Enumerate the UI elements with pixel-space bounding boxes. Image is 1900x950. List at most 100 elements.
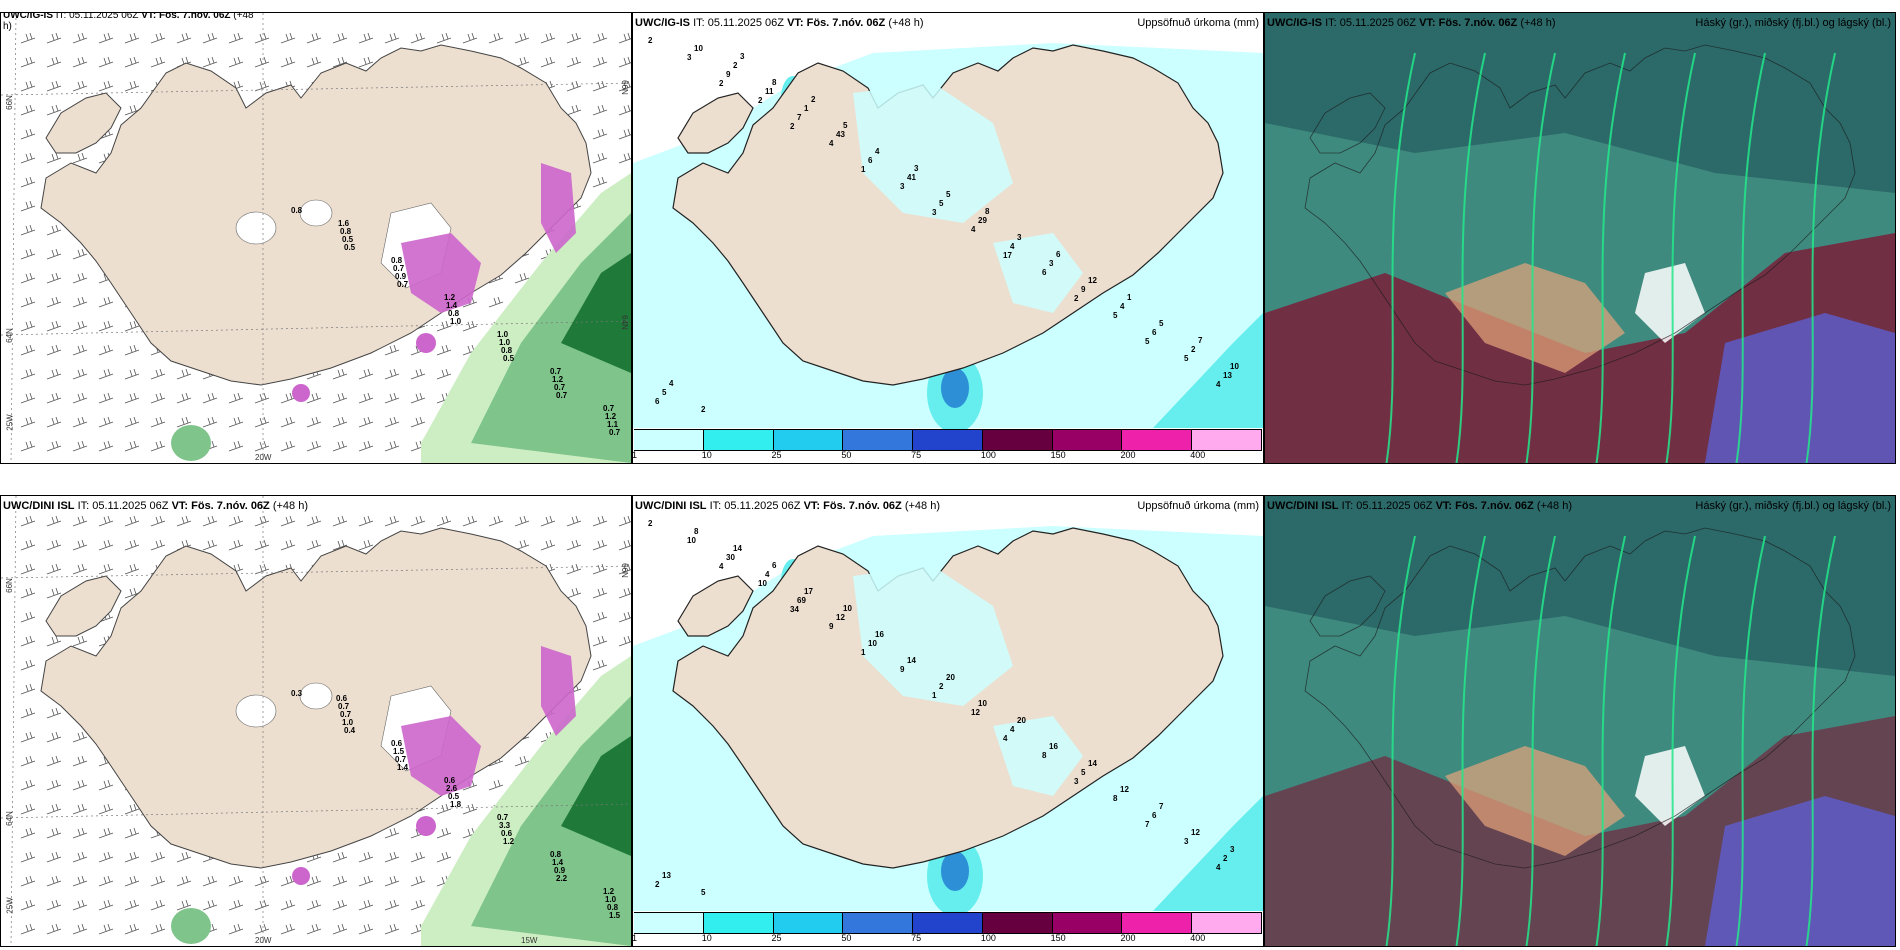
- glacier-hofsjokull: [299, 682, 333, 710]
- precip-value: 1.1: [607, 420, 619, 429]
- wind-barb: [20, 851, 36, 863]
- lat-line: [1, 320, 631, 336]
- wind-barb: [150, 875, 166, 887]
- accum-value: 3: [932, 208, 937, 217]
- wind-barb: [150, 440, 166, 452]
- wind-barb: [358, 440, 374, 452]
- wind-barb: [410, 515, 426, 527]
- accum-value: 6: [1152, 328, 1157, 337]
- wind-barb: [46, 923, 62, 935]
- wind-barb: [46, 296, 62, 308]
- wind-barb: [384, 875, 400, 887]
- precip-sw: [171, 908, 211, 944]
- precip-value: 1.4: [446, 301, 458, 310]
- wind-barb: [124, 923, 140, 935]
- accum-value: 2: [648, 36, 653, 45]
- wind-barb: [592, 32, 608, 44]
- wind-barb: [566, 104, 582, 116]
- colorbar-cell: [773, 913, 844, 933]
- wind-barb: [72, 779, 88, 791]
- accum-value: 43: [836, 130, 845, 139]
- wind-barb: [202, 875, 218, 887]
- wind-barb: [228, 899, 244, 911]
- precip-value: 1.2: [503, 837, 515, 846]
- glacier-langjokull: [235, 211, 277, 245]
- wind-barb: [228, 416, 244, 428]
- wind-barb: [124, 56, 140, 68]
- wind-barb: [176, 416, 192, 428]
- wind-barb: [124, 440, 140, 452]
- accum-value: 4: [971, 225, 976, 234]
- wind-barb: [72, 392, 88, 404]
- wind-barb: [462, 803, 478, 815]
- wind-barb: [202, 416, 218, 428]
- wind-barb: [280, 515, 296, 527]
- precip-value: 0.9: [395, 272, 407, 281]
- accum-value: 3: [1074, 777, 1079, 786]
- colorbar-cell: [913, 430, 983, 450]
- wind-barb: [358, 392, 374, 404]
- wind-barb: [72, 827, 88, 839]
- cloud-gap: [1635, 746, 1705, 826]
- wind-barb: [436, 515, 452, 527]
- wind-barb: [72, 851, 88, 863]
- colorbar-tick-label: 1: [632, 933, 638, 943]
- accum-value: 5: [662, 388, 667, 397]
- wind-barb: [98, 803, 114, 815]
- wind-barb: [20, 320, 36, 332]
- lat-label-66n-right: 66N: [619, 563, 629, 578]
- glacier-hofsjokull: [299, 199, 333, 227]
- wind-barb: [20, 659, 36, 671]
- wind-barb: [20, 368, 36, 380]
- wind-barb: [358, 32, 374, 44]
- wind-barb: [98, 80, 114, 92]
- colorbar: 1 10 25 50 75 100 150 200 400: [633, 429, 1263, 463]
- accum-value: 5: [939, 199, 944, 208]
- contour-line: [1525, 535, 1556, 946]
- contour-line: [1595, 535, 1626, 946]
- precip-value: 1.4: [397, 763, 409, 772]
- lat-label-64n-right: 64N: [619, 315, 629, 330]
- accum-value: 2: [1191, 345, 1196, 354]
- wind-barb: [98, 827, 114, 839]
- wind-barb: [20, 731, 36, 743]
- panel-title-right: Háský (gr.), miðský (fj.bl.) og lágský (…: [1695, 500, 1891, 512]
- colorbar-tick-label: 50: [841, 933, 852, 943]
- wind-barb: [20, 128, 36, 140]
- contour-line: [1385, 535, 1416, 946]
- wind-barb: [228, 515, 244, 527]
- wind-barb: [176, 32, 192, 44]
- wind-barb: [150, 392, 166, 404]
- accum-value: 5: [1184, 354, 1189, 363]
- accum-value: 17: [804, 587, 813, 596]
- lat-label-64n: 64N: [4, 328, 14, 343]
- wind-barb: [462, 320, 478, 332]
- accum-value: 10: [694, 44, 703, 53]
- colorbar-cell: [1052, 913, 1123, 933]
- wind-barb: [410, 416, 426, 428]
- precip-value: 0.8: [501, 346, 513, 355]
- wind-barb: [358, 851, 374, 863]
- wind-barb: [72, 755, 88, 767]
- wind-barb: [332, 416, 348, 428]
- wind-barb: [384, 344, 400, 356]
- wind-barb: [436, 851, 452, 863]
- snow-sw: [292, 384, 310, 402]
- wind-barb: [384, 923, 400, 935]
- wind-barb: [592, 152, 608, 164]
- accum-value: 5: [701, 888, 706, 897]
- accum-value: 10: [1230, 362, 1239, 371]
- precip-value: 1.5: [393, 747, 405, 756]
- wind-barb: [46, 392, 62, 404]
- wind-barb: [592, 56, 608, 68]
- snow-east: [541, 163, 576, 253]
- wind-barb: [358, 56, 374, 68]
- accum-value: 20: [946, 673, 955, 682]
- coastline: [1304, 44, 1856, 386]
- wind-barb: [176, 875, 192, 887]
- cloud-low: [1705, 313, 1895, 463]
- wind-barb: [436, 803, 452, 815]
- accum-value: 4: [1120, 302, 1125, 311]
- precip-value: 0.8: [448, 309, 460, 318]
- wind-barb: [72, 344, 88, 356]
